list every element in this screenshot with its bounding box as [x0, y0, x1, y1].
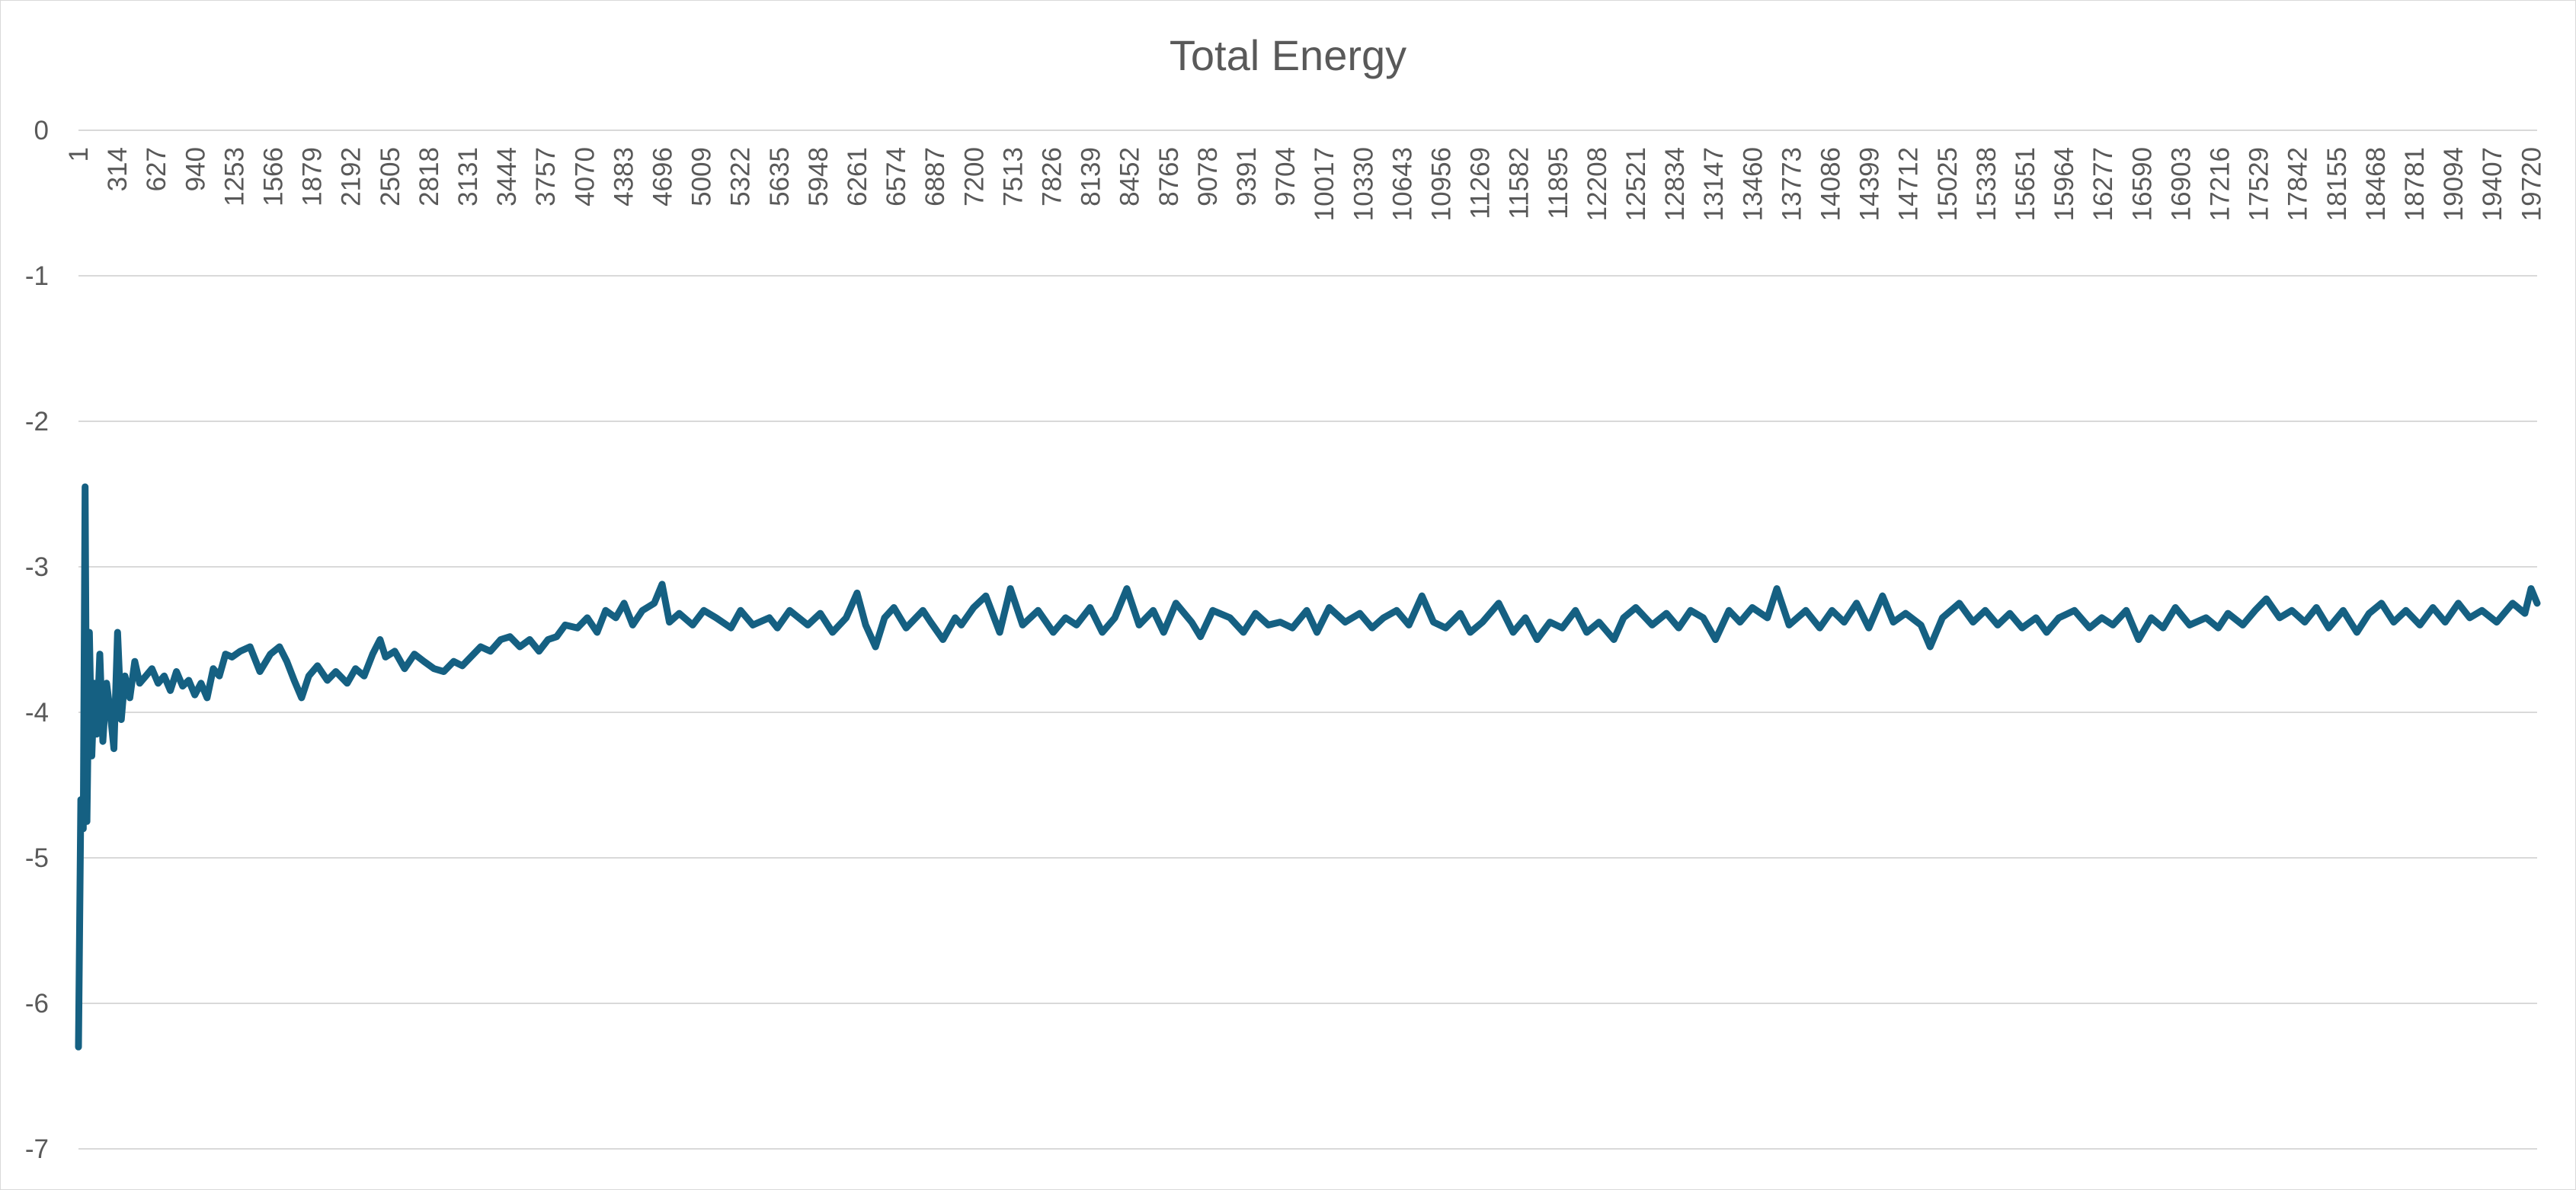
x-tick-label: 12521 — [1621, 147, 1651, 221]
x-tick-label: 3131 — [453, 147, 483, 206]
gridlines — [78, 130, 2537, 1150]
x-tick-label: 18155 — [2322, 147, 2352, 221]
x-tick-label: 3757 — [531, 147, 561, 206]
x-tick-label: 4070 — [570, 147, 600, 206]
x-tick-label: 1253 — [219, 147, 249, 206]
x-tick-label: 5635 — [765, 147, 795, 206]
x-tick-label: 10330 — [1349, 147, 1378, 221]
x-tick-label: 627 — [142, 147, 171, 191]
y-tick-label: -3 — [25, 552, 49, 582]
x-tick-label: 2192 — [337, 147, 366, 206]
x-tick-label: 8139 — [1077, 147, 1106, 206]
x-tick-label: 9391 — [1232, 147, 1262, 206]
x-tick-label: 13773 — [1777, 147, 1806, 221]
x-tick-label: 1566 — [259, 147, 289, 206]
x-tick-label: 9078 — [1193, 147, 1223, 206]
y-tick-label: -7 — [25, 1134, 49, 1164]
x-tick-label: 6887 — [920, 147, 950, 206]
x-tick-label: 15651 — [2011, 147, 2040, 221]
x-tick-label: 18468 — [2361, 147, 2391, 221]
x-tick-label: 2818 — [414, 147, 444, 206]
x-tick-label: 7826 — [1038, 147, 1067, 206]
x-tick-label: 9704 — [1271, 147, 1301, 206]
x-tick-label: 12208 — [1582, 147, 1612, 221]
x-tick-label: 10956 — [1427, 147, 1457, 221]
x-tick-label: 5009 — [687, 147, 717, 206]
x-tick-label: 7200 — [959, 147, 989, 206]
x-tick-label: 13460 — [1738, 147, 1768, 221]
x-tick-label: 16277 — [2088, 147, 2118, 221]
series-line — [75, 483, 2541, 1051]
x-tick-label: 17529 — [2245, 147, 2274, 221]
x-tick-label: 11895 — [1544, 147, 1573, 219]
x-tick-label: 16903 — [2166, 147, 2196, 221]
y-tick-label: -5 — [25, 843, 49, 873]
x-tick-label: 7513 — [998, 147, 1028, 206]
x-tick-label: 15025 — [1933, 147, 1963, 221]
y-axis-ticks: 0 -1 -2 -3 -4 -5 -6 -7 — [25, 116, 49, 1164]
x-tick-label: 17842 — [2283, 147, 2313, 221]
x-tick-label: 14086 — [1816, 147, 1846, 221]
x-tick-label: 5322 — [726, 147, 756, 206]
x-tick-label: 3444 — [492, 147, 522, 206]
x-tick-label: 8452 — [1115, 147, 1145, 206]
y-tick-label: -1 — [25, 261, 49, 291]
x-tick-label: 15964 — [2050, 147, 2079, 221]
x-tick-label: 14712 — [1894, 147, 1924, 221]
x-tick-label: 2505 — [376, 147, 405, 206]
x-tick-label: 15338 — [1972, 147, 2002, 221]
x-tick-label: 10017 — [1310, 147, 1339, 221]
x-tick-label: 6261 — [843, 147, 872, 206]
x-tick-label: 4383 — [609, 147, 638, 206]
x-tick-label: 18781 — [2400, 147, 2430, 221]
x-tick-label: 6574 — [882, 147, 911, 206]
x-tick-label: 5948 — [804, 147, 834, 206]
x-tick-label: 1879 — [298, 147, 328, 206]
series-layer — [75, 483, 2541, 1051]
x-tick-label: 940 — [181, 147, 210, 191]
x-tick-label: 12834 — [1660, 147, 1690, 221]
chart-title: Total Energy — [1169, 31, 1407, 79]
x-tick-label: 16590 — [2127, 147, 2157, 221]
x-tick-label: 19094 — [2439, 147, 2469, 221]
x-axis-ticks: 1 314 627 940 1253 1566 1879 2192 2505 2818 3131 34… — [64, 147, 2546, 221]
x-tick-label: 17216 — [2206, 147, 2235, 221]
y-tick-label: -4 — [25, 698, 49, 728]
x-tick-label: 10643 — [1387, 147, 1417, 221]
x-tick-label: 314 — [103, 147, 133, 191]
y-tick-label: 0 — [34, 116, 49, 146]
x-tick-label: 8765 — [1154, 147, 1184, 206]
y-tick-label: -6 — [25, 989, 49, 1019]
x-tick-label: 19720 — [2517, 147, 2546, 221]
x-tick-label: 4696 — [648, 147, 678, 206]
x-tick-label: 19407 — [2478, 147, 2507, 221]
x-tick-label: 13147 — [1699, 147, 1729, 221]
x-tick-label: 14399 — [1855, 147, 1885, 221]
x-tick-label: 1 — [64, 147, 94, 162]
x-tick-label: 11269 — [1466, 147, 1496, 219]
y-tick-label: -2 — [25, 407, 49, 437]
x-tick-label: 11582 — [1505, 147, 1534, 219]
